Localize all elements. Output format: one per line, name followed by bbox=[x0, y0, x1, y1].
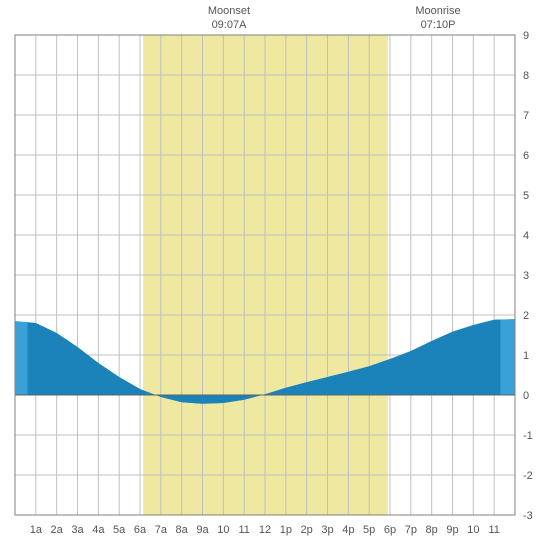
x-tick-label: 8p bbox=[426, 524, 438, 536]
moonset-time: 09:07A bbox=[212, 19, 247, 31]
y-tick-label: 6 bbox=[523, 150, 529, 162]
x-tick-label: 12 bbox=[259, 524, 271, 536]
moonrise-time: 07:10P bbox=[421, 19, 456, 31]
y-tick-label: 3 bbox=[523, 270, 529, 282]
x-tick-label: 5p bbox=[363, 524, 375, 536]
y-tick-label: 0 bbox=[523, 390, 529, 402]
x-tick-label: 5a bbox=[113, 524, 126, 536]
y-tick-label: 5 bbox=[523, 190, 529, 202]
moonset-title: Moonset bbox=[208, 5, 250, 17]
y-tick-label: 4 bbox=[523, 230, 529, 242]
x-tick-label: 11 bbox=[488, 524, 499, 536]
x-tick-label: 2p bbox=[301, 524, 313, 536]
y-tick-label: -1 bbox=[523, 430, 533, 442]
y-tick-label: -2 bbox=[523, 470, 533, 482]
y-tick-label: 9 bbox=[523, 30, 529, 42]
x-tick-label: 4a bbox=[92, 524, 105, 536]
y-tick-label: 8 bbox=[523, 70, 529, 82]
x-tick-label: 1p bbox=[280, 524, 292, 536]
x-tick-label: 6p bbox=[384, 524, 396, 536]
x-tick-label: 1a bbox=[30, 524, 43, 536]
moonset-label: Moonset 09:07A bbox=[199, 4, 259, 33]
y-tick-label: 7 bbox=[523, 110, 529, 122]
x-tick-label: 8a bbox=[176, 524, 189, 536]
x-tick-label: 7a bbox=[155, 524, 168, 536]
x-tick-label: 9p bbox=[446, 524, 458, 536]
x-tick-label: 3p bbox=[321, 524, 333, 536]
y-tick-label: 2 bbox=[523, 310, 529, 322]
x-tick-label: 2a bbox=[51, 524, 64, 536]
x-tick-label: 6a bbox=[134, 524, 147, 536]
tide-chart: -3-2-101234567891a2a3a4a5a6a7a8a9a101112… bbox=[0, 0, 550, 550]
x-tick-label: 7p bbox=[405, 524, 417, 536]
y-tick-label: 1 bbox=[523, 350, 529, 362]
x-tick-label: 3a bbox=[71, 524, 84, 536]
x-tick-label: 10 bbox=[467, 524, 479, 536]
x-tick-label: 4p bbox=[342, 524, 354, 536]
moonrise-title: Moonrise bbox=[415, 5, 460, 17]
x-tick-label: 9a bbox=[196, 524, 209, 536]
y-tick-label: -3 bbox=[523, 510, 533, 522]
moonrise-label: Moonrise 07:10P bbox=[408, 4, 468, 33]
x-tick-label: 11 bbox=[238, 524, 249, 536]
x-tick-label: 10 bbox=[217, 524, 229, 536]
